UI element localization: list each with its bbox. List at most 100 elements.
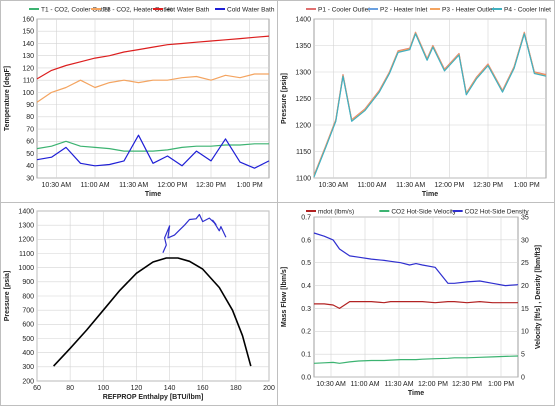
- y-tick-label: 60: [26, 139, 34, 146]
- y-tick-label: 0.6: [301, 237, 311, 244]
- x-axis-title: Time: [408, 390, 424, 397]
- plot-area: [313, 216, 519, 378]
- y-tick-label: 1300: [18, 223, 34, 230]
- series-line-t3-co2-heater-outlet: [36, 73, 269, 103]
- legend-label: T1 - CO2, Cooler Outlet: [41, 7, 110, 14]
- y-axis-title: Temperature [degF]: [4, 66, 11, 131]
- y2-tick-label: 15: [521, 306, 529, 313]
- y-tick-label: 1150: [296, 149, 311, 156]
- y-tick-label: 700: [22, 308, 34, 315]
- y-tick-label: 1100: [19, 251, 34, 258]
- y-tick-label: 1100: [296, 175, 311, 182]
- legend-label: P2 - Heater Inlet: [380, 7, 428, 14]
- legend-label: mdot (lbm/s): [318, 209, 354, 216]
- y-tick-label: 600: [22, 322, 34, 329]
- x-tick-label: 180: [230, 385, 242, 392]
- x-tick-label: 200: [263, 385, 275, 392]
- series-line-dome: [53, 257, 252, 367]
- x-tick-label: 12:00 PM: [157, 182, 187, 189]
- x-tick-label: 11:30 AM: [119, 182, 148, 189]
- y2-axis-title: Velocity [ft/s] , Density [lbm/ft3]: [535, 245, 542, 349]
- y-tick-label: 50: [26, 151, 34, 158]
- x-tick-label: 100: [97, 385, 109, 392]
- mass-flow-chart: 0.0 0.1 0.2 0.3 0.4 0.5 0.6 0.7 10:30 AM 11:00 AM…: [281, 209, 542, 398]
- series-line-p4-cooler-inlet: [313, 33, 547, 178]
- series-line-co2-hot-side-density: [313, 232, 519, 287]
- y-tick-label: 0.1: [301, 352, 311, 359]
- y2-tick-label: 35: [521, 214, 529, 221]
- y2-tick-label: 10: [521, 329, 529, 336]
- y-tick-label: 800: [22, 293, 34, 300]
- y2-tick-label: 5: [521, 352, 525, 359]
- x-tick-label: 12:00 PM: [434, 182, 464, 189]
- series-line-co2-hot-side-velocity: [313, 355, 519, 364]
- y-tick-label: 400: [22, 350, 34, 357]
- y-tick-label: 1400: [295, 16, 311, 23]
- x-tick-label: 80: [66, 385, 74, 392]
- y-tick-label: 0.7: [301, 214, 311, 221]
- y-tick-label: 0.4: [301, 283, 311, 290]
- y-tick-label: 0.3: [301, 306, 311, 313]
- temperature-chart-panel: 30 40 50 60 70 80 90 100 110 120 130 140 150 160 10:30…: [0, 0, 278, 203]
- x-tick-label: 11:00 AM: [357, 182, 386, 189]
- x-tick-label: 11:30 AM: [396, 182, 425, 189]
- x-tick-label: 10:30 AM: [316, 381, 346, 388]
- x-tick-label: 12:00 PM: [418, 381, 448, 388]
- x-tick-label: 120: [131, 385, 143, 392]
- pressure-chart-panel: 1100 1150 1200 1250 1300 1350 1400 10:30 AM 11:0…: [277, 0, 555, 203]
- series-line-cycle: [162, 213, 227, 254]
- legend-label: CO2 Hot-Side Density: [465, 209, 530, 216]
- y-tick-label: 110: [23, 78, 34, 85]
- y2-tick-label: 30: [521, 237, 529, 244]
- y-tick-label: 30: [26, 175, 34, 182]
- y-tick-label: 40: [26, 163, 34, 170]
- x-tick-label: 60: [33, 385, 41, 392]
- y-tick-label: 1000: [18, 265, 34, 272]
- x-tick-label: 160: [197, 385, 209, 392]
- y-tick-label: 1300: [295, 69, 311, 76]
- x-tick-label: 10:30 AM: [42, 182, 72, 189]
- temperature-chart: 30 40 50 60 70 80 90 100 110 120 130 140 150 160 10:30…: [4, 7, 275, 199]
- x-tick-label: 12:30 PM: [473, 182, 503, 189]
- x-tick-label: 12:30 PM: [196, 182, 226, 189]
- x-tick-label: 11:30 AM: [384, 381, 413, 388]
- y-tick-label: 90: [26, 102, 34, 109]
- y-axis-title: Mass Flow [lbm/s]: [281, 267, 288, 327]
- y-tick-label: 140: [22, 41, 34, 48]
- mass-flow-chart-panel: 0.0 0.1 0.2 0.3 0.4 0.5 0.6 0.7 10:30 AM 11:00 AM…: [277, 202, 555, 406]
- y-tick-label: 500: [22, 336, 34, 343]
- legend-label: Cold Water Bath: [227, 7, 275, 14]
- y-tick-label: 100: [22, 90, 34, 97]
- y-tick-label: 1350: [295, 43, 311, 50]
- x-axis-title: Time: [145, 191, 161, 198]
- legend-label: CO2 Hot-Side Velocity: [391, 209, 456, 216]
- x-tick-label: 1:00 PM: [514, 182, 540, 189]
- y-tick-label: 300: [22, 364, 34, 371]
- x-tick-label: 11:00 AM: [80, 182, 109, 189]
- y-tick-label: 200: [22, 378, 34, 385]
- x-tick-label: 12:30 PM: [452, 381, 482, 388]
- y2-tick-label: 0: [521, 374, 525, 381]
- y-tick-label: 1200: [295, 122, 311, 129]
- y-tick-label: 1400: [18, 208, 34, 215]
- y-tick-label: 150: [22, 29, 34, 36]
- series-line-hot-water-bath: [36, 35, 270, 80]
- y-axis-title: Pressure [psig]: [281, 73, 288, 124]
- series-line-t1-co2-cooler-outlet: [36, 140, 269, 152]
- y-tick-label: 900: [22, 279, 34, 286]
- legend-label: Hot Water Bath: [165, 7, 210, 14]
- series-line-mdot-lbm-s: [314, 300, 518, 310]
- legend-label: P4 - Cooler Inlet: [504, 7, 551, 14]
- x-tick-label: 1:00 PM: [237, 182, 263, 189]
- enthalpy-chart-panel: 200 300 400 500 600 700 800 900 1000 1100 1200 1300…: [0, 202, 278, 406]
- y-tick-label: 120: [22, 65, 34, 72]
- y2-tick-label: 20: [521, 283, 529, 290]
- enthalpy-chart: 200 300 400 500 600 700 800 900 1000 1100 1200 1300…: [4, 208, 275, 401]
- x-axis-title: REFPROP Enthalpy [BTU/lbm]: [103, 394, 204, 401]
- legend-label: P3 - Heater Outlet: [442, 7, 495, 14]
- x-axis-title: Time: [422, 191, 438, 198]
- y2-tick-label: 25: [521, 260, 529, 267]
- y-tick-label: 130: [22, 53, 34, 60]
- y-axis-title: Pressure [psia]: [4, 271, 11, 322]
